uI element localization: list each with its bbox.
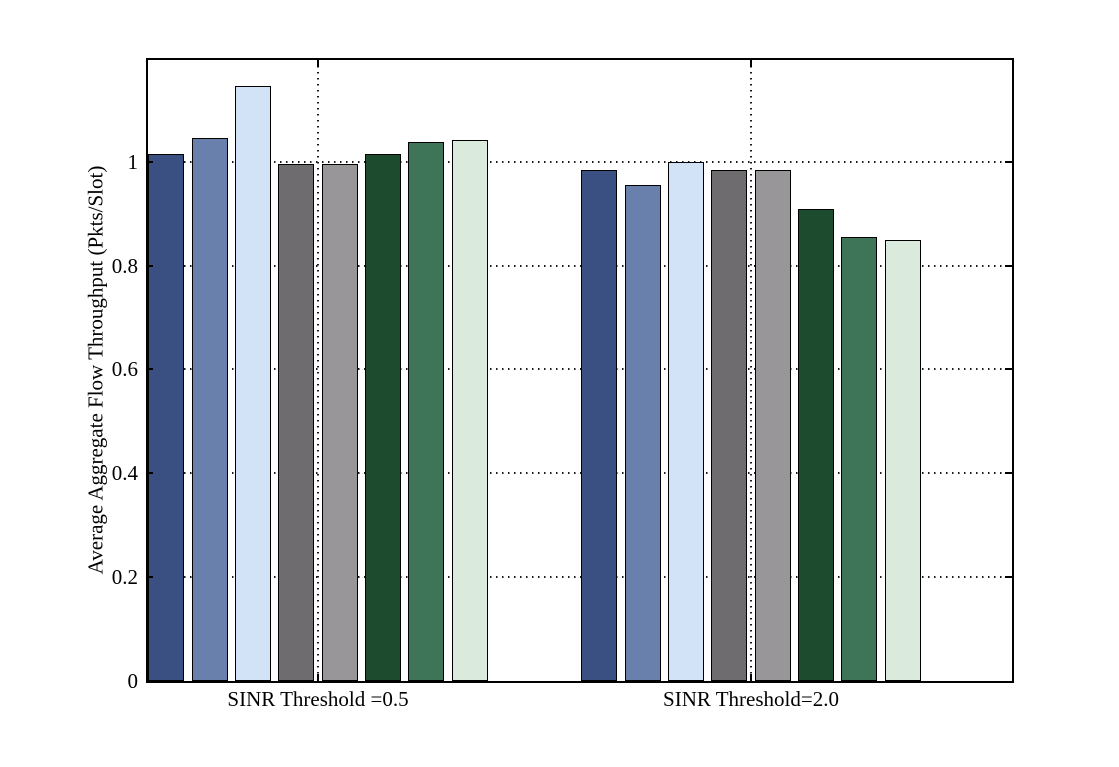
h-gridline-0.6: [148, 368, 1012, 371]
y-tick-label-0.2: 0.2: [111, 565, 138, 590]
h-gridline-1: [148, 160, 1012, 163]
x-tick-label-group-2: SINR Threshold=2.0: [663, 687, 839, 711]
bar-group2-series1: [581, 169, 618, 681]
bar-group2-series4: [711, 169, 748, 681]
y-tick-right-0.6: [1005, 368, 1012, 371]
bar-group1-series2: [191, 138, 228, 681]
y-tick-right-1: [1005, 160, 1012, 163]
h-gridline-0.4: [148, 472, 1012, 475]
h-gridline-0.8: [148, 264, 1012, 267]
x-tick-label-group-1: SINR Threshold =0.5: [227, 687, 409, 711]
h-gridline-0.2: [148, 576, 1012, 579]
y-tick-label-0.4: 0.4: [111, 461, 138, 486]
y-tick-right-0.8: [1005, 264, 1012, 267]
bar-group2-series5: [754, 169, 791, 681]
y-tick-left-0.2: [148, 576, 153, 579]
bar-group1-series7: [408, 142, 445, 681]
bar-group1-series5: [321, 164, 358, 681]
bar-group1-series6: [365, 153, 402, 681]
y-tick-left-0.8: [148, 264, 153, 267]
bar-group2-series8: [884, 239, 921, 681]
x-tick-bottom-group-1: [317, 674, 319, 681]
bar-group2-series6: [798, 208, 835, 681]
bar-group1-series1: [148, 153, 185, 681]
y-tick-label-1: 1: [127, 149, 139, 174]
v-gridline-group-2: [750, 60, 752, 681]
y-tick-label-0.8: 0.8: [111, 253, 138, 278]
v-gridline-group-1: [317, 60, 319, 681]
plot-area: [146, 58, 1014, 683]
y-tick-label-0: 0: [127, 669, 139, 693]
x-tick-bottom-group-2: [750, 674, 752, 681]
y-tick-label-0.6: 0.6: [111, 357, 138, 382]
x-tick-top-group-2: [750, 60, 752, 67]
bar-group2-series2: [624, 185, 661, 681]
y-tick-right-0.4: [1005, 472, 1012, 475]
bar-group1-series4: [278, 164, 315, 681]
bar-group2-series3: [667, 161, 704, 681]
bar-group1-series8: [451, 139, 488, 681]
y-tick-right-0.2: [1005, 576, 1012, 579]
y-tick-left-1: [148, 160, 153, 163]
y-tick-left-0.6: [148, 368, 153, 371]
x-tick-top-group-1: [317, 60, 319, 67]
bar-group1-series3: [234, 86, 271, 681]
y-tick-left-0.4: [148, 472, 153, 475]
bar-group2-series7: [841, 237, 878, 681]
